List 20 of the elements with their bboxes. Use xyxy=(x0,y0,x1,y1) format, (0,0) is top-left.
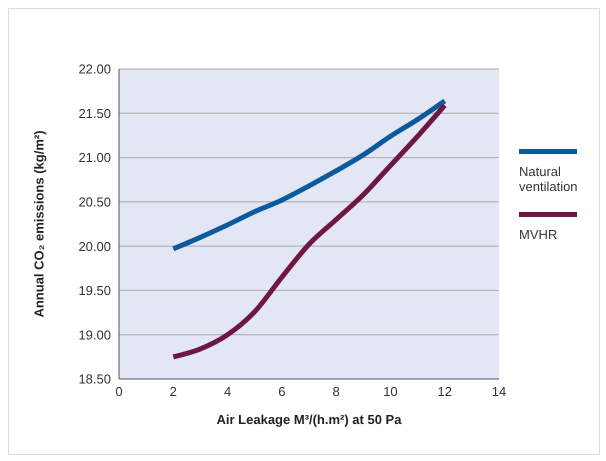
x-tick-label: 8 xyxy=(332,384,340,400)
y-tick-label: 19.00 xyxy=(78,327,111,342)
x-tick-label: 12 xyxy=(437,384,452,400)
legend-label: MVHR xyxy=(519,227,558,242)
x-tick-label: 2 xyxy=(170,384,177,400)
x-tick-label: 4 xyxy=(224,384,232,400)
x-tick-label: 6 xyxy=(278,384,286,400)
y-axis-title: Annual CO₂ emissions (kg/m²) xyxy=(32,130,47,318)
y-tick-label: 19.50 xyxy=(78,283,111,298)
x-axis-title: Air Leakage M³/(h.m²) at 50 Pa xyxy=(216,412,402,427)
y-tick-label: 20.50 xyxy=(78,194,111,210)
y-tick-label: 20.00 xyxy=(78,238,111,254)
y-tick-label: 18.50 xyxy=(78,372,111,387)
x-tick-label: 14 xyxy=(492,384,506,400)
x-tick-label: 0 xyxy=(115,384,123,400)
y-tick-label: 22.00 xyxy=(78,62,111,77)
legend-label: Natural ventilation xyxy=(519,164,579,194)
y-tick-label: 21.00 xyxy=(78,150,111,166)
y-tick-label: 21.50 xyxy=(78,106,111,121)
x-tick-label: 10 xyxy=(383,384,398,400)
